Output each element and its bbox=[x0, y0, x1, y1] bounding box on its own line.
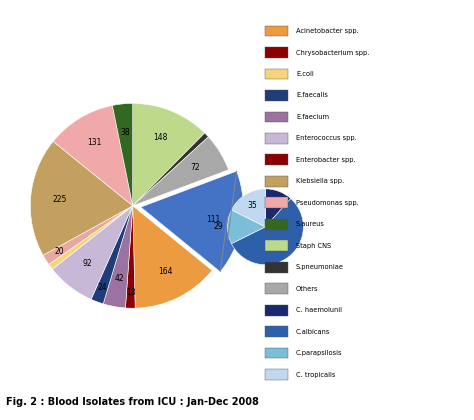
Bar bbox=[265, 47, 288, 58]
Text: Enterobacter spp.: Enterobacter spp. bbox=[296, 157, 356, 163]
Text: 38: 38 bbox=[120, 128, 130, 137]
Text: 35: 35 bbox=[247, 201, 257, 210]
Wedge shape bbox=[52, 206, 133, 299]
Bar bbox=[265, 176, 288, 187]
Text: Pseudomonas spp.: Pseudomonas spp. bbox=[296, 200, 359, 206]
Wedge shape bbox=[103, 206, 133, 308]
Text: Chrysobacterium spp.: Chrysobacterium spp. bbox=[296, 50, 369, 55]
Text: S.pneumoniae: S.pneumoniae bbox=[296, 264, 344, 270]
Text: 20: 20 bbox=[54, 247, 64, 256]
Bar bbox=[265, 305, 288, 315]
Wedge shape bbox=[126, 206, 135, 308]
Wedge shape bbox=[91, 206, 133, 304]
Wedge shape bbox=[231, 189, 265, 227]
Text: 225: 225 bbox=[52, 195, 66, 204]
Wedge shape bbox=[231, 199, 303, 265]
Text: Others: Others bbox=[296, 286, 319, 291]
Wedge shape bbox=[30, 142, 133, 255]
Text: Acinetobacter spp.: Acinetobacter spp. bbox=[296, 28, 359, 34]
Wedge shape bbox=[133, 137, 228, 206]
Text: 29: 29 bbox=[213, 222, 223, 231]
Text: 148: 148 bbox=[154, 133, 168, 142]
Bar bbox=[265, 26, 288, 37]
Bar bbox=[265, 240, 288, 251]
Wedge shape bbox=[133, 103, 205, 206]
Text: Enterococcus spp.: Enterococcus spp. bbox=[296, 135, 357, 142]
Text: 24: 24 bbox=[98, 283, 107, 292]
Text: S.aureus: S.aureus bbox=[296, 221, 325, 227]
Bar bbox=[265, 68, 288, 79]
Wedge shape bbox=[265, 189, 291, 227]
Text: E.coli: E.coli bbox=[296, 71, 314, 77]
Text: 131: 131 bbox=[87, 138, 102, 147]
Bar bbox=[265, 133, 288, 144]
Bar bbox=[265, 283, 288, 294]
Wedge shape bbox=[133, 206, 212, 308]
Text: 164: 164 bbox=[158, 268, 173, 276]
Text: 111: 111 bbox=[207, 215, 221, 223]
Bar bbox=[265, 348, 288, 358]
Bar bbox=[265, 197, 288, 208]
Text: Fig. 2 : Blood Isolates from ICU : Jan-Dec 2008: Fig. 2 : Blood Isolates from ICU : Jan-D… bbox=[6, 397, 259, 407]
Text: 23: 23 bbox=[278, 178, 287, 187]
Text: C. haemolunii: C. haemolunii bbox=[296, 307, 342, 313]
Text: 92: 92 bbox=[82, 260, 92, 268]
Text: E.faecium: E.faecium bbox=[296, 114, 329, 120]
Bar bbox=[265, 219, 288, 230]
Wedge shape bbox=[112, 103, 133, 206]
Bar bbox=[265, 369, 288, 380]
Text: C.parapsilosis: C.parapsilosis bbox=[296, 350, 343, 356]
Text: 72: 72 bbox=[191, 163, 201, 172]
Text: C.albicans: C.albicans bbox=[296, 328, 330, 335]
Text: 111: 111 bbox=[273, 242, 288, 251]
Bar bbox=[265, 326, 288, 337]
Bar bbox=[265, 90, 288, 101]
Wedge shape bbox=[53, 105, 133, 206]
Text: Klebsiella spp.: Klebsiella spp. bbox=[296, 178, 344, 184]
Wedge shape bbox=[228, 210, 265, 244]
Text: E.faecalis: E.faecalis bbox=[296, 92, 328, 98]
Wedge shape bbox=[133, 133, 209, 206]
Text: 42: 42 bbox=[115, 274, 124, 283]
Text: Staph CNS: Staph CNS bbox=[296, 243, 331, 249]
Wedge shape bbox=[43, 206, 133, 265]
Text: 18: 18 bbox=[126, 288, 136, 297]
Wedge shape bbox=[49, 206, 133, 269]
Bar bbox=[265, 155, 288, 165]
Text: C. tropicalis: C. tropicalis bbox=[296, 372, 336, 378]
Wedge shape bbox=[141, 171, 243, 272]
Bar bbox=[265, 262, 288, 273]
Bar bbox=[265, 112, 288, 122]
